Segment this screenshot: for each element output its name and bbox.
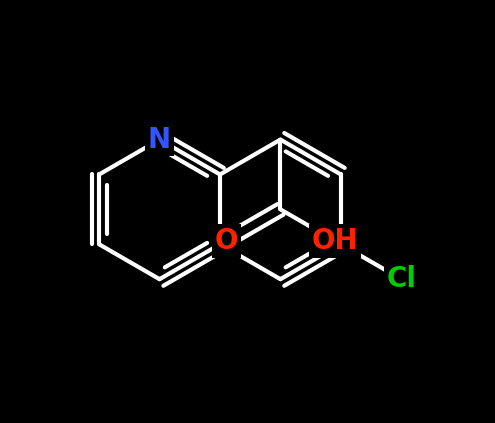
Text: Cl: Cl <box>386 265 416 293</box>
Text: OH: OH <box>311 227 358 255</box>
Text: O: O <box>214 227 238 255</box>
Text: N: N <box>148 126 171 154</box>
